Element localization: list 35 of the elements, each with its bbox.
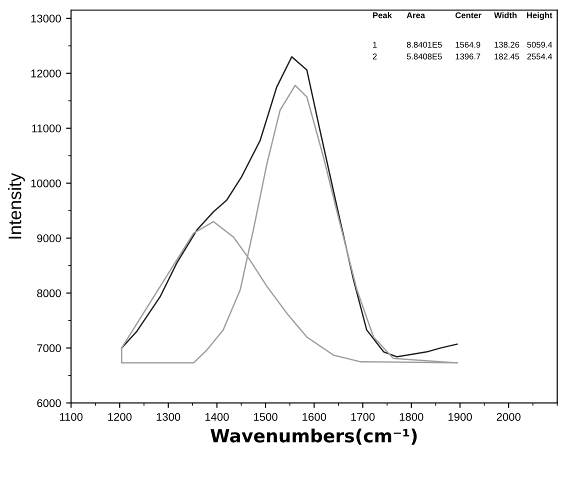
- annotation: 2: [372, 54, 377, 60]
- annotation: 1564.9: [456, 42, 480, 48]
- annotation: Width: [494, 12, 517, 18]
- y-tick-label: 11000: [32, 124, 61, 132]
- x-tick-label: 2000: [496, 412, 521, 421]
- y-tick-label: 13000: [31, 14, 61, 22]
- annotation: 138.26: [494, 42, 520, 48]
- annotation: 1: [373, 42, 377, 48]
- x-tick-label: 1200: [108, 412, 132, 421]
- annotation: 182.45: [494, 54, 520, 60]
- annotation: 5.8408E5: [406, 54, 442, 60]
- x-tick-label: 1300: [156, 412, 180, 421]
- x-tick-label: 1800: [400, 412, 424, 421]
- annotation: 2554.4: [527, 54, 552, 60]
- annotation: 8.8401E5: [406, 42, 442, 48]
- annotation: Peak: [373, 12, 392, 18]
- annotation: 5059.4: [527, 42, 552, 48]
- x-tick-label: 1600: [302, 412, 326, 421]
- x-tick-label: 1700: [351, 412, 375, 421]
- x-axis-title: Wavenumbers(cm⁻¹): [210, 428, 417, 445]
- x-tick-label: 1400: [205, 412, 229, 421]
- y-tick-label: 10000: [31, 179, 61, 188]
- annotation: 1396.7: [456, 54, 480, 60]
- annotation: Height: [527, 12, 552, 20]
- y-tick-label: 9000: [37, 234, 61, 242]
- x-tick-label: 1900: [448, 412, 472, 421]
- y-axis-title: Intensity: [8, 172, 25, 238]
- y-tick-label: 12000: [31, 70, 61, 78]
- y-tick-label: 7000: [37, 344, 61, 352]
- y-tick-label: 6000: [37, 399, 61, 408]
- annotation: Center: [455, 12, 482, 18]
- x-tick-label: 1500: [254, 412, 278, 421]
- annotation: Area: [406, 12, 426, 18]
- y-tick-label: 8000: [37, 289, 61, 298]
- x-tick-label: 1100: [60, 412, 83, 421]
